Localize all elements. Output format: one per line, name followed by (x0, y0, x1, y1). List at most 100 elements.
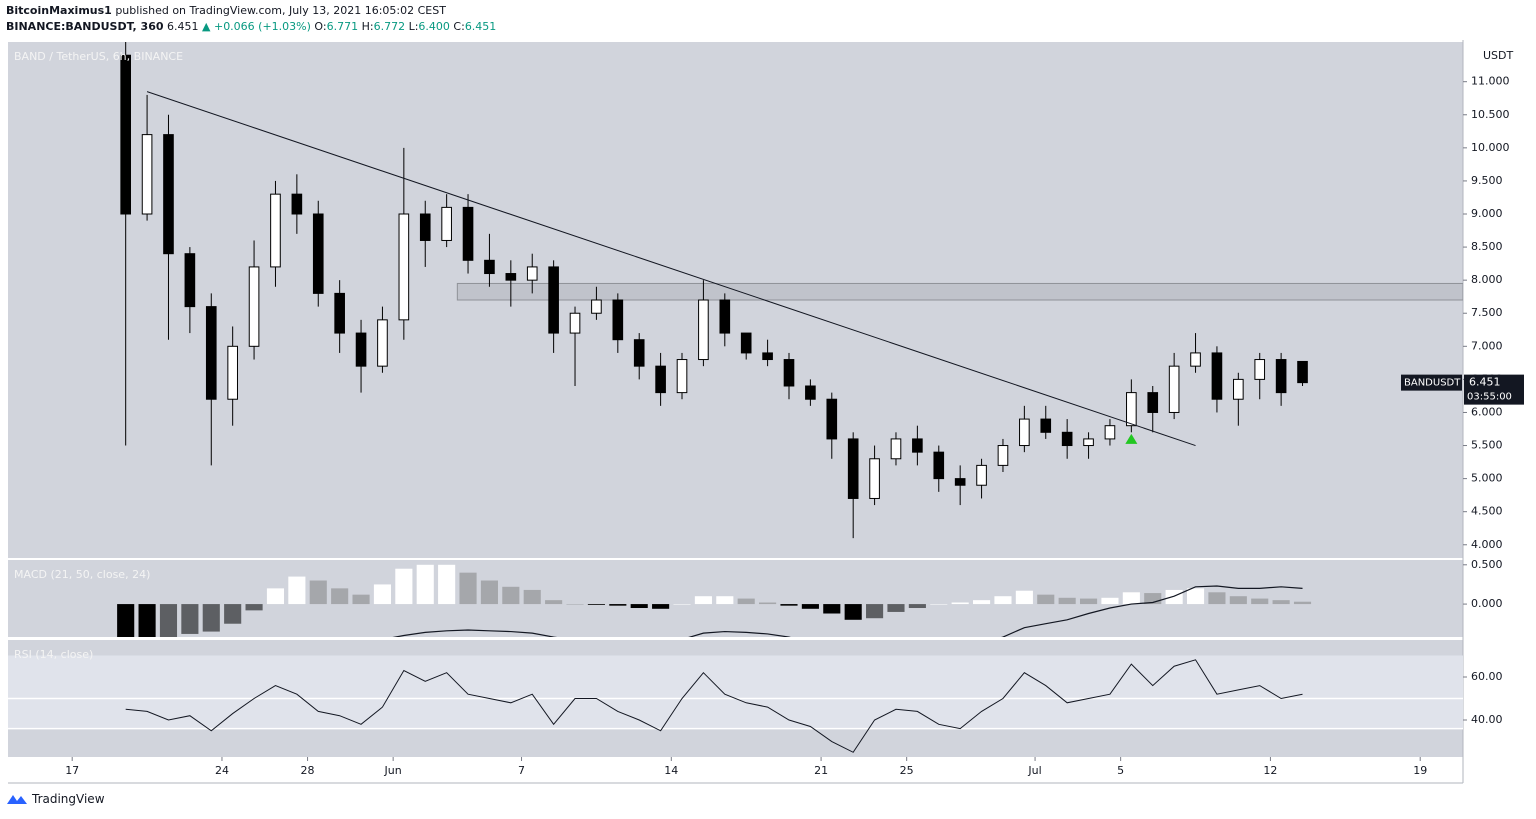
macd-histogram-bar (930, 604, 948, 605)
candle-body (484, 259, 495, 275)
candle-body (312, 213, 324, 294)
countdown-text: 03:55:00 (1467, 392, 1512, 403)
macd-histogram-bar (545, 600, 563, 605)
candle-body (120, 54, 131, 215)
macd-histogram-bar (823, 604, 841, 614)
candle-body (633, 339, 645, 367)
y-tick-label: 10.000 (1471, 141, 1510, 154)
candle-body (826, 398, 838, 440)
candle-body (1019, 418, 1030, 447)
macd-histogram-bar (1101, 597, 1119, 605)
candle-body (334, 292, 345, 334)
price-tag (1464, 374, 1524, 405)
y-tick-label: 6.000 (1471, 405, 1503, 418)
ohlc-value: 6.772 (373, 20, 406, 33)
y-tick-label: 0.000 (1471, 597, 1503, 610)
ohlc-value: 6.400 (418, 20, 450, 33)
x-tick-label: 7 (518, 764, 525, 777)
candle-body (805, 385, 816, 400)
symbol-tag (1401, 374, 1462, 391)
change: ▲ +0.066 (+1.03%) (202, 20, 311, 33)
macd-histogram-bar (1037, 594, 1055, 605)
ohlc-key: C: (453, 20, 465, 33)
candle-body (655, 365, 666, 394)
ohlc: O:6.771 H:6.772 L:6.400 C:6.451 (314, 20, 496, 33)
macd-histogram-bar (309, 580, 327, 605)
y-tick-label: 60.00 (1471, 670, 1503, 683)
x-tick-label: 21 (814, 764, 828, 777)
macd-histogram-bar (266, 588, 285, 605)
candle-body (954, 478, 966, 486)
candle-body (783, 359, 795, 387)
ohlc-value: 6.771 (326, 20, 359, 33)
axis-unit: USDT (1483, 49, 1514, 62)
macd-histogram-bar (716, 596, 734, 605)
macd-histogram-bar (480, 580, 498, 605)
y-tick-label: 0.500 (1471, 558, 1503, 571)
macd-histogram-bar (887, 604, 905, 612)
y-tick-label: 5.000 (1471, 472, 1503, 485)
candle-body (1233, 378, 1244, 400)
macd-histogram-bar (523, 589, 541, 605)
symbol: BINANCE:BANDUSDT, 360 (6, 20, 164, 33)
candle-body (1190, 352, 1201, 367)
rsi-band (8, 655, 1463, 729)
candle-body (419, 213, 431, 241)
y-tick-label: 5.500 (1471, 439, 1503, 452)
macd-histogram-bar (331, 588, 349, 605)
x-tick-label: 19 (1413, 764, 1427, 777)
y-tick-label: 7.500 (1471, 306, 1503, 319)
candle-body (976, 464, 987, 486)
macd-line (392, 585, 1303, 637)
macd-histogram-bar (395, 568, 413, 605)
macd-histogram-bar (1079, 598, 1098, 605)
x-tick-label: 5 (1117, 764, 1124, 777)
candle-body (1297, 360, 1308, 384)
candle-body (569, 312, 581, 334)
macd-histogram-bar (652, 604, 670, 609)
y-tick-label: 10.500 (1471, 108, 1510, 121)
macd-plot (117, 564, 1312, 637)
author: BitcoinMaximus1 (6, 4, 112, 17)
candle-body (912, 438, 923, 453)
candle-body (869, 458, 880, 499)
macd-histogram-bar (1251, 598, 1269, 605)
macd-histogram-bar (1229, 596, 1247, 605)
macd-histogram-bar (1186, 588, 1205, 605)
x-tick-label: 25 (900, 764, 914, 777)
candle-body (291, 193, 303, 215)
y-tick-label: 8.500 (1471, 240, 1503, 253)
macd-histogram-bar (866, 604, 884, 619)
macd-histogram-bar (1165, 589, 1183, 605)
x-tick-label: 14 (664, 764, 678, 777)
candle-body (997, 445, 1009, 466)
macd-histogram-bar (202, 604, 220, 632)
macd-histogram-bar (438, 564, 456, 605)
brand: TradingView (32, 792, 105, 806)
candle-body (1104, 425, 1116, 440)
ohlc-key: O: (314, 20, 327, 33)
macd-histogram-bar (159, 604, 178, 637)
macd-histogram-bar (566, 604, 584, 605)
candle-body (355, 332, 367, 367)
candle-body (1275, 359, 1287, 394)
ohlc-key: L: (408, 20, 419, 33)
macd-histogram-bar (630, 604, 648, 609)
candle-body (1040, 418, 1052, 433)
macd-histogram-bar (1058, 597, 1076, 605)
macd-histogram-bar (759, 602, 777, 605)
macd-histogram-bar (780, 604, 798, 606)
candle-body (398, 213, 410, 321)
candle-body (1147, 392, 1159, 413)
candle-body (270, 193, 281, 268)
macd-histogram-bar (1144, 593, 1162, 605)
candle-body (462, 206, 474, 261)
macd-histogram-bar (181, 604, 199, 634)
macd-histogram-bar (373, 584, 392, 605)
macd-histogram-bar (1293, 601, 1312, 605)
rsi-plot (8, 655, 1463, 753)
candle-body (847, 438, 859, 499)
candle-body (184, 253, 196, 308)
trendline (146, 91, 1196, 447)
macd-histogram-bar (138, 604, 156, 637)
